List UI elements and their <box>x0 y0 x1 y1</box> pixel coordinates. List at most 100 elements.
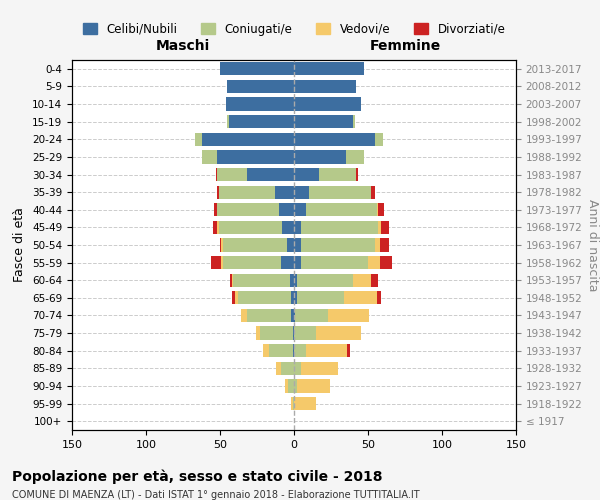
Bar <box>294 274 297 287</box>
Bar <box>282 221 294 234</box>
Bar <box>221 238 223 252</box>
Bar <box>316 326 361 340</box>
Bar <box>294 62 364 76</box>
Bar <box>294 168 319 181</box>
Bar <box>344 291 377 304</box>
Bar <box>309 186 371 198</box>
Bar <box>294 291 297 304</box>
Bar <box>195 132 202 146</box>
Bar <box>291 291 294 304</box>
Bar <box>297 380 329 392</box>
Bar <box>227 80 294 93</box>
Bar <box>220 238 221 252</box>
Bar <box>347 344 350 358</box>
Bar <box>294 150 346 164</box>
Bar <box>263 344 269 358</box>
Bar <box>229 115 294 128</box>
Bar <box>212 221 217 234</box>
Bar <box>227 115 229 128</box>
Bar <box>291 309 294 322</box>
Bar <box>301 221 379 234</box>
Bar <box>293 326 294 340</box>
Bar <box>380 238 389 252</box>
Bar <box>202 132 294 146</box>
Bar <box>276 362 281 375</box>
Bar <box>211 256 221 269</box>
Bar <box>275 186 294 198</box>
Bar <box>241 309 247 322</box>
Bar <box>256 326 260 340</box>
Bar <box>353 115 355 128</box>
Bar <box>294 380 297 392</box>
Bar <box>247 309 291 322</box>
Bar <box>232 274 233 287</box>
Bar <box>218 221 282 234</box>
Bar <box>371 186 376 198</box>
Bar <box>356 168 358 181</box>
Bar <box>380 256 392 269</box>
Bar <box>294 362 301 375</box>
Bar <box>371 274 379 287</box>
Bar <box>346 150 364 164</box>
Bar <box>294 326 316 340</box>
Bar <box>301 238 376 252</box>
Bar <box>301 256 368 269</box>
Bar <box>281 256 294 269</box>
Bar <box>294 115 353 128</box>
Bar <box>217 150 294 164</box>
Bar <box>217 186 218 198</box>
Bar <box>294 309 295 322</box>
Bar <box>215 168 217 181</box>
Bar <box>226 98 294 110</box>
Bar <box>368 256 380 269</box>
Bar <box>297 274 353 287</box>
Bar <box>295 309 328 322</box>
Bar <box>233 274 290 287</box>
Bar <box>202 150 217 164</box>
Bar <box>294 80 356 93</box>
Bar <box>293 344 294 358</box>
Legend: Celibi/Nubili, Coniugati/e, Vedovi/e, Divorziati/e: Celibi/Nubili, Coniugati/e, Vedovi/e, Di… <box>78 18 510 40</box>
Y-axis label: Fasce di età: Fasce di età <box>13 208 26 282</box>
Bar <box>294 238 301 252</box>
Bar <box>232 291 235 304</box>
Bar <box>260 326 293 340</box>
Bar <box>294 344 306 358</box>
Bar <box>294 203 306 216</box>
Bar <box>294 256 301 269</box>
Bar <box>297 291 344 304</box>
Bar <box>238 291 291 304</box>
Bar <box>294 397 316 410</box>
Bar <box>294 221 301 234</box>
Text: COMUNE DI MAENZA (LT) - Dati ISTAT 1° gennaio 2018 - Elaborazione TUTTITALIA.IT: COMUNE DI MAENZA (LT) - Dati ISTAT 1° ge… <box>12 490 419 500</box>
Bar <box>328 309 370 322</box>
Bar <box>319 168 356 181</box>
Bar <box>301 362 338 375</box>
Bar <box>285 380 288 392</box>
Y-axis label: Anni di nascita: Anni di nascita <box>586 198 599 291</box>
Text: Popolazione per età, sesso e stato civile - 2018: Popolazione per età, sesso e stato civil… <box>12 470 383 484</box>
Bar <box>377 291 382 304</box>
Bar <box>306 344 347 358</box>
Bar <box>221 256 223 269</box>
Bar <box>377 203 379 216</box>
Text: Femmine: Femmine <box>370 39 440 53</box>
Bar <box>290 274 294 287</box>
Bar <box>294 132 376 146</box>
Text: Maschi: Maschi <box>156 39 210 53</box>
Bar <box>382 221 389 234</box>
Bar <box>218 186 275 198</box>
Bar <box>379 203 384 216</box>
Bar <box>353 274 371 287</box>
Bar <box>223 256 281 269</box>
Bar <box>293 397 294 410</box>
Bar <box>279 203 294 216</box>
Bar <box>294 186 309 198</box>
Bar <box>376 132 383 146</box>
Bar <box>220 62 294 76</box>
Bar <box>287 238 294 252</box>
Bar <box>217 221 218 234</box>
Bar <box>247 168 294 181</box>
Bar <box>379 221 382 234</box>
Bar <box>291 397 293 410</box>
